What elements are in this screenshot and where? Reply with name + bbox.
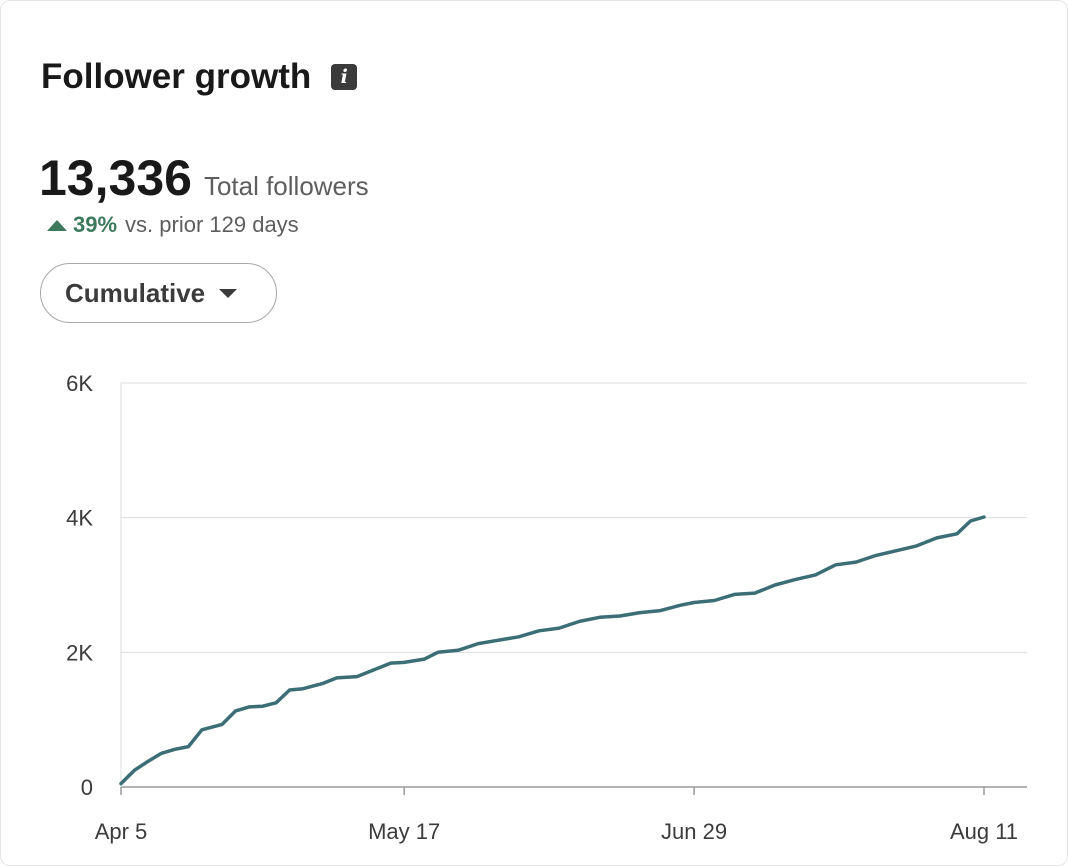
growth-percentage: 39% [73,212,118,237]
metric-type-dropdown[interactable]: Cumulative [40,263,277,323]
chart-gridlines [120,382,1027,788]
series-line [119,515,986,786]
x-tick-label: Aug 11 [950,819,1018,844]
title-row: Follower growth i [41,57,358,97]
total-followers-value: 13,336 [39,150,192,206]
chart-series [119,515,986,786]
card-title: Follower growth [41,57,312,96]
total-followers-label: Total followers [203,171,369,201]
total-followers: 13,336 Total followers [39,149,369,207]
follower-growth-chart: 0 2K 4K 6K Apr 5 May 17 Jun 29 Aug 11 [66,371,1027,844]
info-icon[interactable]: i [331,64,358,90]
y-tick-label: 6K [66,371,93,396]
x-tick-label: Apr 5 [95,819,148,844]
caret-down-icon [219,288,238,298]
y-tick-label: 4K [66,506,93,531]
y-axis-ticks: 0 2K 4K 6K [66,371,93,800]
x-tick-label: Jun 29 [661,819,727,844]
dropdown-label: Cumulative [65,277,206,308]
arrow-up-icon [47,219,67,231]
x-tick-label: May 17 [368,819,440,844]
x-axis-ticks: Apr 5 May 17 Jun 29 Aug 11 [95,787,1018,844]
y-tick-label: 2K [66,640,93,665]
y-tick-label: 0 [81,775,93,800]
growth-comparison-text: vs. prior 129 days [125,212,299,237]
growth-indicator: 39% vs. prior 129 days [47,212,299,238]
